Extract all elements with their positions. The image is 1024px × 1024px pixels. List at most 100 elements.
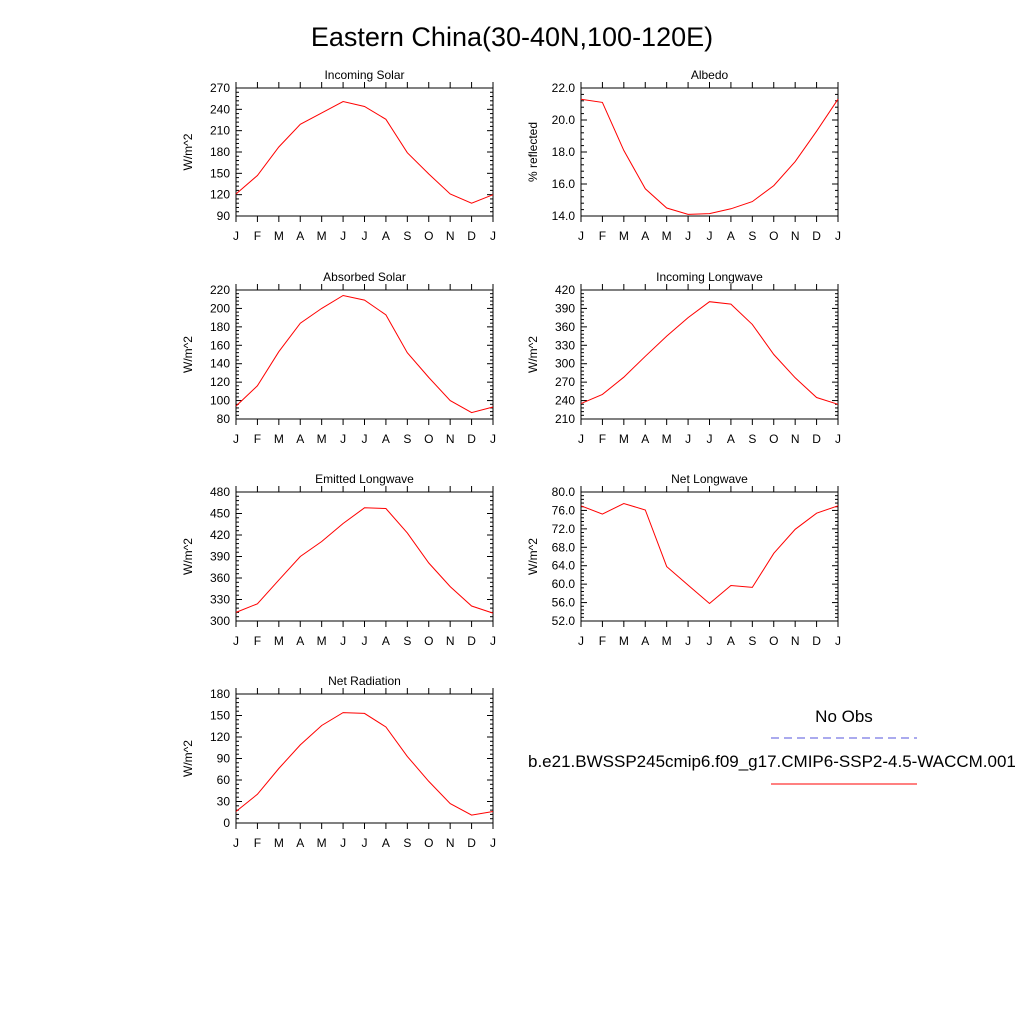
x-tick-label: M bbox=[317, 836, 327, 850]
y-tick-label: 14.0 bbox=[552, 209, 576, 223]
x-tick-label: N bbox=[791, 634, 800, 648]
y-tick-label: 90 bbox=[217, 752, 231, 766]
y-tick-label: 160 bbox=[210, 338, 230, 352]
y-tick-label: 18.0 bbox=[552, 145, 576, 159]
y-tick-label: 150 bbox=[210, 709, 230, 723]
x-tick-label: M bbox=[317, 634, 327, 648]
y-tick-label: 360 bbox=[555, 320, 575, 334]
y-tick-label: 300 bbox=[210, 614, 230, 628]
x-tick-label: J bbox=[685, 634, 691, 648]
x-tick-label: J bbox=[835, 229, 841, 243]
panel-incoming-longwave: Incoming Longwave W/m^2 210 240 270 300 330 360… bbox=[526, 270, 841, 446]
x-tick-label: J bbox=[340, 432, 346, 446]
y-tick-label: 90 bbox=[217, 209, 231, 223]
x-tick-label: O bbox=[424, 836, 433, 850]
panel-title: Net Longwave bbox=[671, 472, 748, 486]
x-tick-label: D bbox=[812, 634, 821, 648]
x-tick-label: A bbox=[382, 836, 390, 850]
y-tick-label: 220 bbox=[210, 283, 230, 297]
y-tick-label: 240 bbox=[210, 102, 230, 116]
y-axis-label: W/m^2 bbox=[181, 133, 195, 170]
panel-absorbed-solar: Absorbed Solar W/m^2 80 100 120 140 160 180 200 2… bbox=[181, 270, 496, 446]
x-tick-label: N bbox=[791, 229, 800, 243]
x-tick-label: J bbox=[685, 432, 691, 446]
x-tick-label: O bbox=[424, 229, 433, 243]
x-tick-label: J bbox=[707, 229, 713, 243]
y-tick-label: 56.0 bbox=[552, 596, 576, 610]
y-tick-label: 80 bbox=[217, 412, 231, 426]
x-tick-label: A bbox=[641, 432, 649, 446]
y-tick-label: 210 bbox=[210, 124, 230, 138]
x-tick-label: J bbox=[578, 634, 584, 648]
x-tick-label: S bbox=[403, 432, 411, 446]
y-tick-label: 76.0 bbox=[552, 503, 576, 517]
x-tick-label: M bbox=[274, 634, 284, 648]
x-tick-label: M bbox=[619, 432, 629, 446]
x-tick-label: D bbox=[467, 432, 476, 446]
x-tick-label: J bbox=[362, 229, 368, 243]
y-tick-label: 180 bbox=[210, 320, 230, 334]
y-tick-label: 150 bbox=[210, 166, 230, 180]
y-tick-label: 20.0 bbox=[552, 113, 576, 127]
x-tick-label: O bbox=[769, 229, 778, 243]
y-tick-label: 300 bbox=[555, 357, 575, 371]
x-tick-label: M bbox=[662, 634, 672, 648]
x-tick-label: A bbox=[641, 634, 649, 648]
x-tick-label: A bbox=[296, 229, 304, 243]
y-tick-label: 210 bbox=[555, 412, 575, 426]
panel-title: Absorbed Solar bbox=[323, 270, 406, 284]
x-tick-label: A bbox=[296, 634, 304, 648]
series-line bbox=[235, 712, 494, 816]
x-tick-label: A bbox=[296, 432, 304, 446]
y-axis-label: W/m^2 bbox=[181, 740, 195, 777]
x-tick-label: S bbox=[403, 229, 411, 243]
x-tick-label: J bbox=[835, 634, 841, 648]
y-tick-label: 120 bbox=[210, 188, 230, 202]
x-tick-label: F bbox=[254, 432, 261, 446]
x-tick-label: F bbox=[254, 229, 261, 243]
y-tick-label: 360 bbox=[210, 571, 230, 585]
panel-title: Incoming Solar bbox=[324, 68, 404, 82]
y-tick-label: 120 bbox=[210, 375, 230, 389]
x-tick-label: F bbox=[254, 634, 261, 648]
x-tick-label: F bbox=[599, 229, 606, 243]
x-tick-label: O bbox=[769, 432, 778, 446]
y-tick-label: 60.0 bbox=[552, 577, 576, 591]
y-tick-label: 450 bbox=[210, 507, 230, 521]
x-tick-label: J bbox=[362, 432, 368, 446]
y-tick-label: 60 bbox=[217, 773, 231, 787]
y-tick-label: 180 bbox=[210, 145, 230, 159]
x-tick-label: F bbox=[599, 432, 606, 446]
x-tick-label: S bbox=[403, 634, 411, 648]
x-tick-label: N bbox=[446, 432, 455, 446]
x-tick-label: D bbox=[812, 229, 821, 243]
y-tick-label: 22.0 bbox=[552, 81, 576, 95]
y-tick-label: 80.0 bbox=[552, 485, 576, 499]
plot-frame bbox=[580, 87, 839, 217]
y-tick-label: 390 bbox=[210, 550, 230, 564]
panel-emitted-longwave: Emitted Longwave W/m^2 300 330 360 390 420 450 4… bbox=[181, 472, 496, 648]
x-tick-label: D bbox=[812, 432, 821, 446]
y-tick-label: 30 bbox=[217, 795, 231, 809]
y-axis-label: W/m^2 bbox=[181, 336, 195, 373]
x-tick-label: J bbox=[490, 634, 496, 648]
y-tick-label: 140 bbox=[210, 357, 230, 371]
y-axis-label: W/m^2 bbox=[526, 336, 540, 373]
x-tick-label: M bbox=[619, 229, 629, 243]
y-tick-label: 52.0 bbox=[552, 614, 576, 628]
x-tick-label: M bbox=[274, 229, 284, 243]
y-tick-label: 420 bbox=[555, 283, 575, 297]
x-tick-label: J bbox=[490, 229, 496, 243]
x-tick-label: J bbox=[233, 836, 239, 850]
plot-frame bbox=[235, 491, 494, 622]
x-tick-label: M bbox=[619, 634, 629, 648]
legend: No Obs b.e21.BWSSP245cmip6.f09_g17.CMIP6… bbox=[528, 707, 1016, 785]
series-line bbox=[235, 100, 494, 204]
y-tick-label: 270 bbox=[555, 375, 575, 389]
x-tick-label: A bbox=[382, 634, 390, 648]
x-tick-label: M bbox=[662, 432, 672, 446]
y-tick-label: 200 bbox=[210, 301, 230, 315]
